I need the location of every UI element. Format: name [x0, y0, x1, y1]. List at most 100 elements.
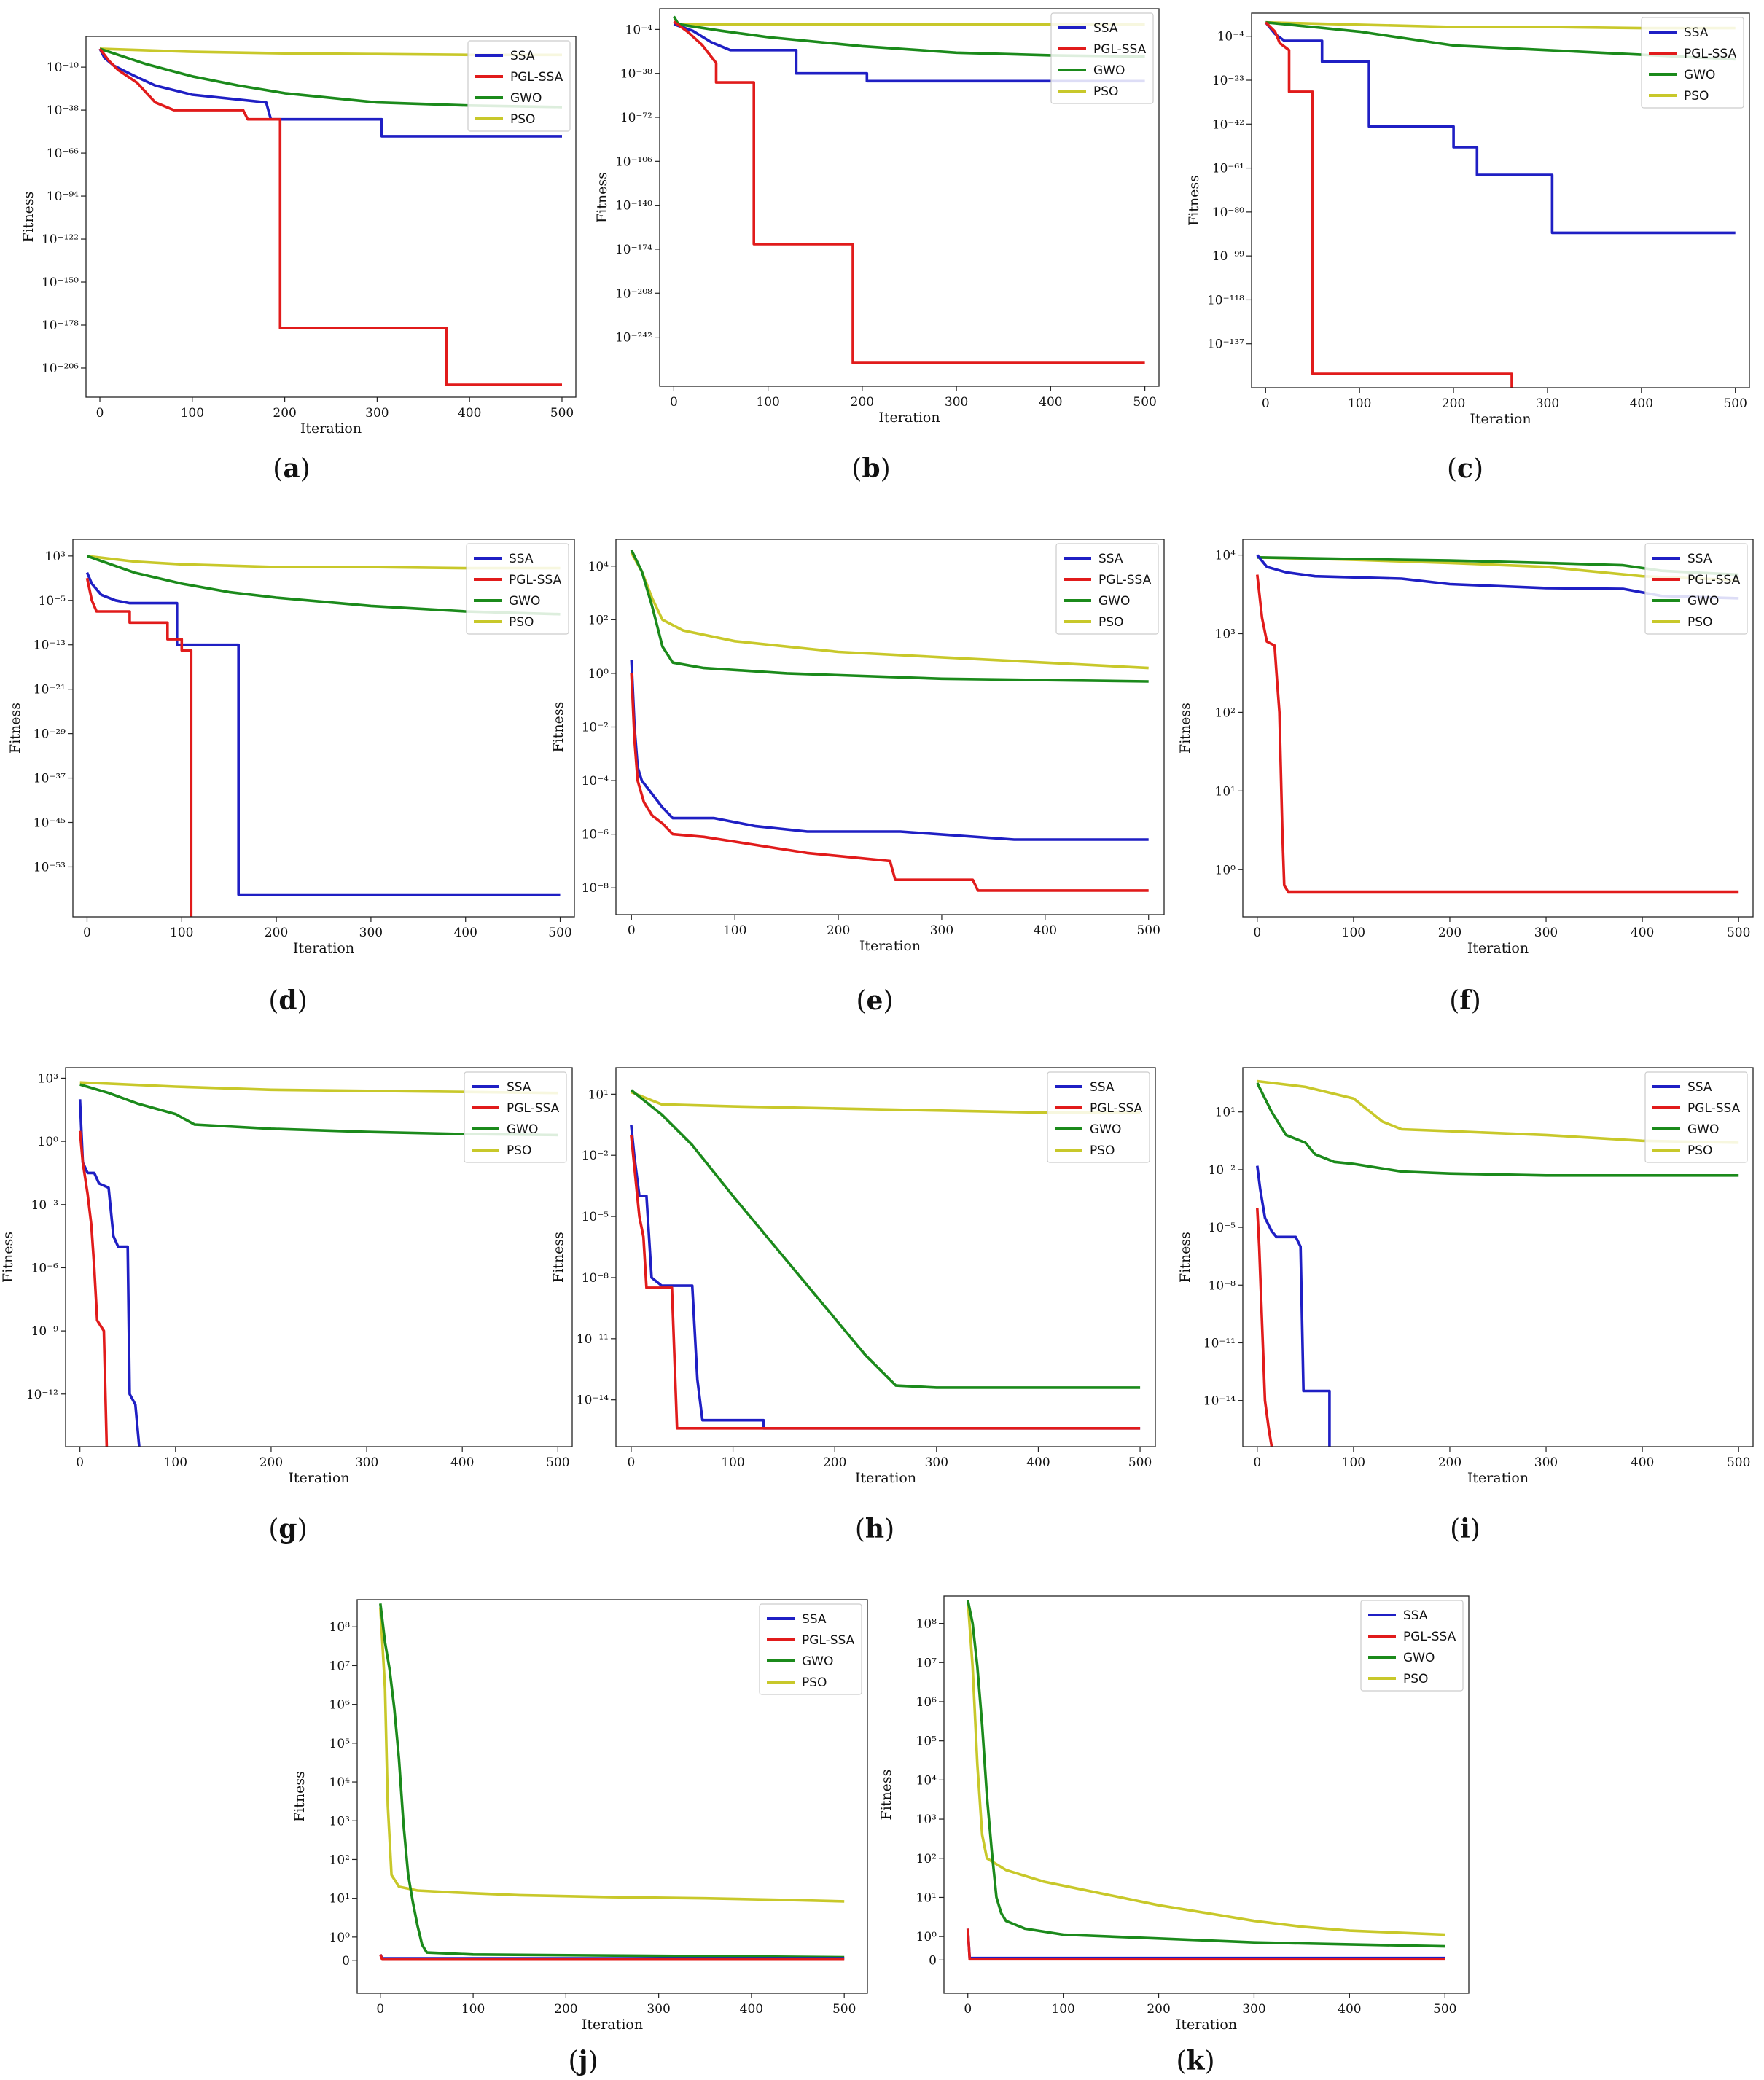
legend-label-gwo: GWO	[1093, 63, 1125, 78]
y-tick-label: 10⁻¹²²	[42, 232, 79, 247]
x-tick-label: 200	[554, 2002, 577, 2017]
x-tick-label: 400	[450, 1455, 474, 1470]
y-tick-label: 10⁻⁵³	[34, 860, 66, 875]
x-tick-label: 400	[1631, 926, 1654, 940]
plot-frame	[72, 539, 575, 918]
plot-frame	[1242, 1067, 1754, 1447]
y-tick-label: 10⁻⁴	[625, 23, 653, 37]
y-tick-label: 10⁻⁷²	[620, 111, 652, 125]
y-tick-label: 0	[929, 1953, 937, 1968]
series-line-pgl-ssa	[98, 47, 562, 386]
y-tick-label: 10⁰	[38, 1135, 59, 1149]
y-axis-label: Fitness	[878, 1770, 894, 1821]
series-line-pso	[379, 1607, 845, 1903]
legend: SSA PGL-SSA GWO PSO	[1644, 543, 1748, 635]
y-axis-label: Fitness	[550, 702, 566, 753]
x-tick-label: 500	[832, 2002, 856, 2017]
plot-frame	[65, 1067, 573, 1447]
series-line-pso	[1257, 1079, 1739, 1144]
legend: SSA PGL-SSA GWO PSO	[464, 1071, 567, 1163]
legend-label-ssa: SSA	[1684, 26, 1709, 40]
series-group	[379, 1603, 845, 1961]
y-axis-label: Fitness	[20, 192, 36, 243]
x-tick-label: 500	[550, 406, 574, 421]
plot-frame	[615, 1067, 1156, 1447]
x-tick-label: 400	[458, 406, 481, 421]
x-axis-label: Iteration	[288, 1470, 349, 1486]
legend-label-pso: PSO	[1093, 85, 1118, 99]
chart-panel-h: 0 100 200 300 400 500 10¹ 10⁻² 10⁻⁵ 10⁻⁸ 10⁻¹¹ 10⁻¹…	[550, 1067, 1156, 1544]
chart-panel-k: 0 100 200 300 400 500 0 10⁰ 10¹ 10² 10³ 10⁴ 10⁵ 10⁶ 10…	[878, 1595, 1470, 2076]
legend-box	[464, 1071, 567, 1163]
y-tick-label: 10⁻¹¹	[1203, 1336, 1236, 1350]
y-tick-label: 10⁻⁹⁹	[1212, 249, 1244, 264]
x-axis-label: Iteration	[300, 421, 362, 437]
y-tick-label: 10¹	[588, 1087, 609, 1102]
series-line-ssa	[630, 660, 1149, 841]
legend-label-ssa: SSA	[802, 1612, 827, 1627]
chart-panel-a: 0 100 200 300 400 500 10⁻¹⁰ 10⁻³⁸ 10⁻⁶⁶ 10⁻⁹⁴ 10⁻¹…	[20, 36, 577, 484]
x-tick-label: 0	[628, 923, 636, 938]
series-line-pso	[966, 1600, 1445, 1936]
y-axis-label: Fitness	[1177, 703, 1193, 754]
y-tick-label: 10²	[329, 1853, 350, 1867]
y-tick-label: 10³	[38, 1071, 58, 1086]
chart-panel-j: 0 100 200 300 400 500 0 10⁰ 10¹ 10² 10³ 10⁴ 10⁵ 10⁶ 10…	[292, 1599, 868, 2076]
y-tick-label: 10⁷	[916, 1656, 937, 1670]
series-line-gwo	[672, 15, 1145, 58]
y-tick-label: 10⁴	[916, 1773, 937, 1788]
legend-label-ssa: SSA	[507, 1080, 531, 1095]
y-tick-label: 10⁰	[916, 1930, 937, 1944]
x-tick-label: 300	[930, 923, 953, 938]
x-tick-label: 400	[453, 926, 477, 940]
x-tick-label: 100	[164, 1455, 187, 1470]
y-tick-label: 10⁻²	[582, 1149, 609, 1163]
legend-label-gwo: GWO	[802, 1654, 833, 1669]
series-line-pgl-ssa	[673, 20, 1145, 364]
x-tick-label: 0	[96, 406, 104, 421]
series-line-pso	[87, 555, 561, 570]
x-tick-label: 500	[1727, 1455, 1750, 1470]
legend-box	[466, 543, 569, 635]
panel-caption: (e)	[856, 985, 894, 1016]
y-tick-label: 10²	[916, 1852, 937, 1866]
x-tick-label: 300	[647, 2002, 670, 2017]
y-tick-label: 10⁻³⁸	[620, 67, 652, 82]
x-tick-label: 500	[1433, 2002, 1456, 2017]
chart-panel-c: 0 100 200 300 400 500 10⁻⁴ 10⁻²³ 10⁻⁴² 10⁻⁶¹ 10⁻⁸⁰…	[1186, 12, 1750, 484]
x-tick-label: 0	[670, 395, 678, 410]
legend-label-pso: PSO	[1098, 615, 1123, 630]
legend: SSA PGL-SSA GWO PSO	[1047, 1071, 1150, 1163]
y-tick-label: 10⁻¹⁷⁸	[42, 318, 79, 333]
x-tick-label: 500	[546, 1455, 569, 1470]
chart-panel-d: 0 100 200 300 400 500 10³ 10⁻⁵ 10⁻¹³ 10⁻²¹ 10⁻²⁹ 10…	[7, 539, 575, 1016]
legend-box	[1050, 12, 1154, 104]
x-axis-label: Iteration	[1176, 2017, 1237, 2033]
y-tick-label: 10⁻¹³⁷	[1207, 337, 1244, 352]
x-tick-label: 0	[376, 2002, 384, 2017]
x-tick-label: 400	[1039, 395, 1062, 410]
series-group	[1256, 1079, 1739, 1447]
y-tick-label: 10¹	[1215, 1106, 1236, 1120]
x-tick-label: 100	[721, 1455, 744, 1470]
series-line-pgl-ssa	[1256, 1208, 1273, 1447]
panel-caption: (b)	[851, 453, 890, 484]
x-tick-label: 400	[1631, 1455, 1654, 1470]
x-tick-label: 100	[756, 395, 779, 410]
y-tick-label: 10⁻⁸⁰	[1212, 206, 1244, 220]
x-tick-label: 200	[259, 1455, 283, 1470]
y-axis-label: Fitness	[550, 1232, 566, 1283]
x-tick-label: 300	[925, 1455, 948, 1470]
x-tick-label: 300	[1534, 1455, 1558, 1470]
legend-box	[1055, 543, 1159, 635]
x-tick-label: 0	[964, 2002, 972, 2017]
plot-frame	[1251, 12, 1750, 388]
y-tick-label: 10⁻⁴⁵	[34, 816, 66, 831]
panel-caption: (d)	[268, 985, 307, 1016]
x-tick-label: 300	[1536, 396, 1559, 411]
series-line-pso	[631, 1090, 1141, 1114]
y-tick-label: 10⁻²⁰⁸	[615, 286, 652, 301]
panel-caption: (k)	[1176, 2046, 1214, 2076]
x-tick-label: 0	[628, 1455, 636, 1470]
series-line-gwo	[99, 47, 563, 109]
